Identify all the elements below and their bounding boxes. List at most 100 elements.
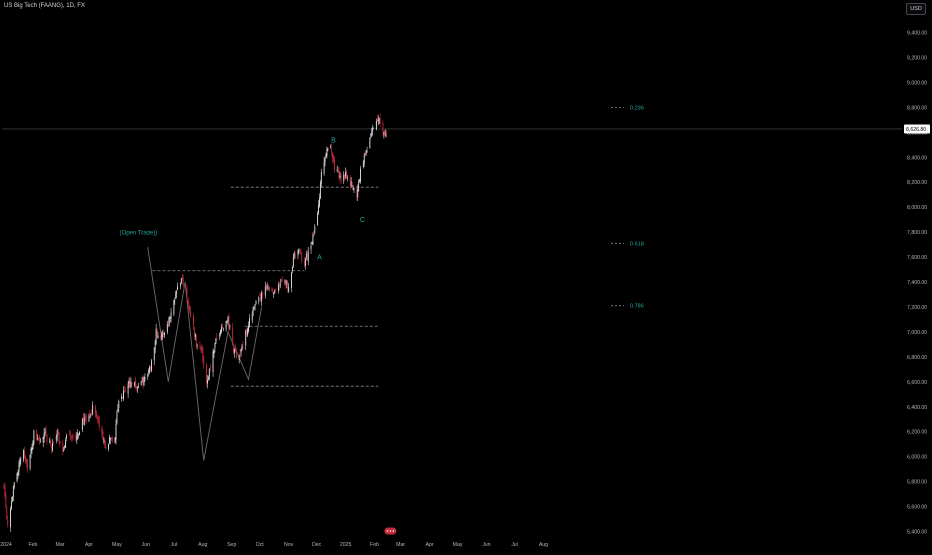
candle-up (151, 360, 152, 371)
candle-up (345, 172, 347, 177)
candle-up (128, 381, 130, 384)
candle-down (221, 326, 223, 329)
candles-layer (3, 113, 388, 532)
candle-down (122, 398, 123, 400)
candle-up (268, 288, 270, 290)
candle-up (320, 171, 322, 184)
candle-up (362, 161, 364, 167)
candle-up (37, 438, 39, 440)
candle-down (104, 441, 106, 444)
price-axis-label: 7,400.00 (907, 280, 927, 286)
candle-down (278, 286, 280, 287)
price-axis-label: 6,000.00 (907, 455, 927, 461)
candle-up (326, 149, 328, 156)
candle-down (271, 289, 273, 291)
time-axis-label: Apr (426, 542, 434, 548)
price-axis-label: 5,800.00 (907, 480, 927, 486)
candle-down (136, 387, 137, 388)
time-axis-label: Feb (370, 542, 379, 548)
candle-up (377, 120, 379, 122)
annotation-labels-layer: 0.236 0.618 0.786 A B C (Open Trade)) (120, 105, 644, 309)
candle-up (297, 250, 299, 256)
currency-button[interactable]: USD (906, 3, 926, 15)
candle-down (85, 416, 87, 424)
candle-up (312, 234, 314, 245)
candle-up (169, 316, 171, 318)
axes-layer: 9,400.009,200.009,000.008,800.008,600.00… (0, 31, 930, 548)
candle-up (317, 213, 319, 225)
candle-up (245, 330, 247, 346)
candle-up (330, 146, 332, 148)
candle-up (108, 443, 109, 449)
candle-up (225, 320, 227, 330)
price-axis-label: 9,400.00 (907, 31, 927, 37)
candle-up (194, 334, 196, 338)
candle-down (51, 446, 53, 449)
candle-up (164, 332, 165, 336)
candle-up (78, 434, 80, 435)
price-axis-label: 6,600.00 (907, 380, 927, 386)
candle-down (287, 281, 289, 290)
candle-down (275, 290, 277, 292)
candle-down (142, 378, 144, 385)
candle-up (298, 249, 300, 251)
candle-up (149, 367, 151, 373)
fib-level-label: 0.236 (630, 105, 644, 111)
event-dot-icon (386, 530, 389, 532)
candle-down (183, 286, 185, 289)
candle-down (364, 152, 366, 157)
candle-down (59, 441, 61, 444)
candle-down (333, 159, 335, 170)
candle-up (137, 386, 139, 388)
candle-down (24, 450, 25, 458)
candle-up (305, 259, 306, 266)
candle-up (176, 290, 178, 294)
candle-up (49, 440, 51, 443)
candle-down (102, 431, 104, 440)
candle-down (346, 171, 347, 179)
candle-up (352, 189, 354, 191)
candle-down (356, 189, 358, 198)
candle-down (265, 285, 267, 290)
symbol-title[interactable]: US Big Tech (FAANG), 1D, FX (4, 3, 85, 9)
candle-down (267, 284, 269, 288)
candle-down (195, 334, 197, 346)
candle-down (299, 251, 301, 252)
candle-down (239, 353, 241, 355)
current-price-tag[interactable] (904, 124, 930, 134)
candle-up (360, 168, 361, 182)
candle-up (154, 341, 156, 350)
price-axis-label: 8,000.00 (907, 205, 927, 211)
event-dot-icon (389, 530, 392, 532)
candle-up (363, 154, 365, 163)
candle-down (187, 301, 189, 303)
candle-down (337, 170, 339, 173)
candle-up (255, 301, 257, 304)
candle-down (259, 295, 261, 297)
candle-up (369, 138, 371, 149)
candle-up (144, 377, 146, 379)
time-axis-label: 2024 (0, 542, 12, 548)
candle-up (370, 134, 372, 137)
candle-up (254, 304, 256, 308)
candle-up (273, 292, 275, 295)
candle-down (285, 280, 287, 286)
candle-up (252, 306, 254, 312)
candle-up (162, 332, 164, 337)
candle-down (201, 346, 203, 351)
candle-down (45, 430, 47, 433)
price-axis-label: 6,400.00 (907, 405, 927, 411)
candle-down (110, 438, 112, 439)
candle-down (3, 484, 5, 489)
candle-down (160, 336, 162, 339)
candle-up (10, 508, 11, 527)
candle-up (241, 345, 243, 350)
pattern-line (147, 247, 263, 461)
candle-down (36, 429, 38, 439)
candle-up (248, 326, 249, 332)
candle-down (386, 133, 388, 137)
candle-up (63, 449, 65, 451)
event-dot-icon (392, 530, 395, 532)
